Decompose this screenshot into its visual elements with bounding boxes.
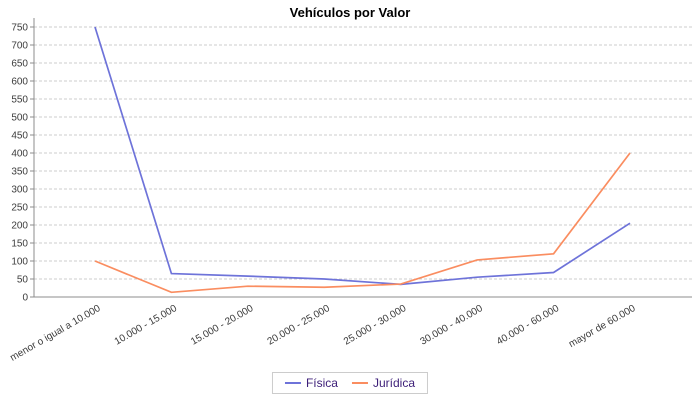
y-tick-label: 750 [11, 23, 28, 34]
legend-item: Jurídica [351, 376, 416, 390]
x-category-label: 15.000 - 20.000 [189, 303, 256, 348]
series-line-jurdica [94, 152, 631, 294]
legend-label: Física [305, 376, 338, 390]
x-category-label: 30.000 - 40.000 [418, 303, 485, 348]
legend-line-swatch [351, 382, 368, 384]
x-category-label: 25.000 - 30.000 [342, 303, 409, 348]
y-tick-label: 450 [11, 131, 28, 142]
y-tick-label: 150 [11, 239, 28, 250]
y-tick-label: 0 [22, 293, 28, 304]
y-tick-label: 500 [11, 113, 28, 124]
y-tick-label: 300 [11, 185, 28, 196]
legend-item: Física [284, 376, 338, 390]
x-category-label: menor o igual a 10.000 [8, 303, 102, 364]
y-tick-label: 250 [11, 203, 28, 214]
y-tick-label: 650 [11, 59, 28, 70]
y-tick-label: 100 [11, 257, 28, 268]
x-category-label: 10.000 - 15.000 [113, 303, 180, 348]
series-line-fsica [94, 26, 631, 286]
legend-line-swatch [284, 382, 301, 384]
y-tick-label: 600 [11, 77, 28, 88]
y-tick-label: 350 [11, 167, 28, 178]
y-tick-label: 200 [11, 221, 28, 232]
y-tick-label: 400 [11, 149, 28, 160]
legend-label: Jurídica [372, 376, 416, 390]
y-tick-label: 700 [11, 41, 28, 52]
x-category-label: 40.000 - 60.000 [495, 303, 562, 348]
chart-title: Vehículos por Valor [289, 5, 411, 20]
y-tick-label: 550 [11, 95, 28, 106]
y-tick-label: 50 [17, 275, 29, 286]
x-category-label: 20.000 - 25.000 [266, 303, 333, 348]
x-category-label: mayor de 60.000 [567, 303, 638, 350]
chart-legend: Física Jurídica [271, 372, 429, 394]
legend-items: Física Jurídica [284, 376, 416, 390]
